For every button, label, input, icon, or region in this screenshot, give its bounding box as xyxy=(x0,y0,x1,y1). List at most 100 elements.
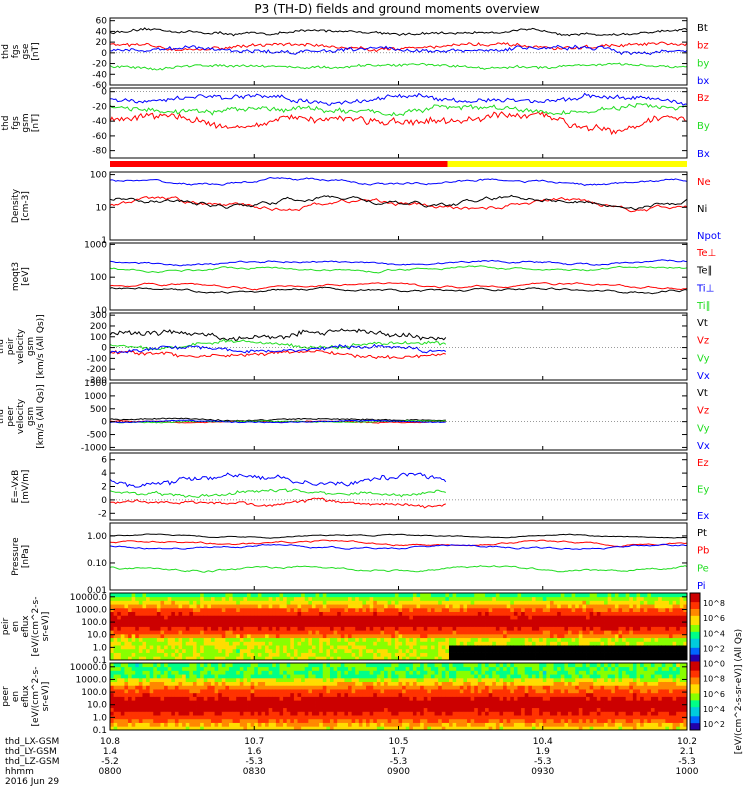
spectrogram-cell xyxy=(120,622,125,627)
spectrogram-cell xyxy=(632,596,637,601)
spectrogram-cell xyxy=(394,622,399,627)
spectrogram-cell xyxy=(110,666,115,671)
spectrogram-cell xyxy=(632,607,637,613)
spectrogram-cell xyxy=(366,677,371,683)
spectrogram-cell xyxy=(582,656,587,661)
spectrogram-cell xyxy=(402,703,407,709)
spectrogram-cell xyxy=(178,641,183,646)
spectrogram-cell xyxy=(275,715,280,720)
spectrogram-cell xyxy=(301,677,306,683)
spectrogram-cell xyxy=(120,663,125,668)
spectrogram-cell xyxy=(394,611,399,616)
spectrogram-cell xyxy=(340,663,345,668)
spectrogram-cell xyxy=(409,630,414,635)
spectrogram-cell xyxy=(600,615,605,620)
spectrogram-cell xyxy=(412,711,417,716)
spectrogram-cell xyxy=(658,645,663,650)
spectrogram-cell xyxy=(340,685,345,690)
spectrogram-cell xyxy=(164,611,169,616)
spectrogram-cell xyxy=(247,626,252,631)
spectrogram-cell xyxy=(178,626,183,631)
spectrogram-cell xyxy=(337,593,342,598)
spectrogram-cell xyxy=(434,715,439,720)
spectrogram-cell xyxy=(174,707,179,712)
spectrogram-cell xyxy=(542,645,547,650)
spectrogram-cell xyxy=(138,652,143,657)
spectrogram-cell xyxy=(640,626,645,631)
spectrogram-cell xyxy=(650,611,655,616)
spectrogram-cell xyxy=(326,670,331,675)
spectrogram-cell xyxy=(481,607,486,613)
spectrogram-cell xyxy=(200,696,205,701)
spectrogram-cell xyxy=(257,596,262,601)
spectrogram-cell xyxy=(279,689,284,694)
spectrogram-cell xyxy=(528,596,533,601)
spectrogram-cell xyxy=(301,645,306,650)
series-line-Vt xyxy=(109,328,447,342)
spectrogram-cell xyxy=(495,611,500,616)
spectrogram-cell xyxy=(456,656,461,661)
y-tick-label: 100 xyxy=(90,333,107,343)
spectrogram-cell xyxy=(683,619,688,624)
spectrogram-cell xyxy=(344,685,349,690)
spectrogram-cell xyxy=(672,596,677,601)
spectrogram-cell xyxy=(135,674,140,679)
spectrogram-cell xyxy=(355,604,360,609)
spectrogram-cell xyxy=(207,715,212,720)
spectrogram-cell xyxy=(174,626,179,631)
spectrogram-cell xyxy=(380,689,385,694)
spectrogram-cell xyxy=(254,645,259,650)
spectrogram-cell xyxy=(654,604,659,609)
spectrogram-cell xyxy=(261,607,266,613)
spectrogram-cell xyxy=(412,718,417,723)
spectrogram-cell xyxy=(567,648,572,653)
spectrogram-cell xyxy=(218,607,223,613)
spectrogram-cell xyxy=(369,630,374,635)
spectrogram-cell xyxy=(452,637,457,642)
spectrogram-cell xyxy=(394,681,399,686)
spectrogram-cell xyxy=(521,600,526,605)
spectrogram-cell xyxy=(283,633,288,639)
spectrogram-cell xyxy=(221,715,226,720)
spectrogram-cell xyxy=(625,596,630,601)
spectrogram-cell xyxy=(250,666,255,671)
spectrogram-cell xyxy=(128,726,133,731)
spectrogram-cell xyxy=(203,600,208,605)
spectrogram-cell xyxy=(557,619,562,624)
spectrogram-cell xyxy=(189,685,194,690)
spectrogram-cell xyxy=(142,626,147,631)
spectrogram-cell xyxy=(279,600,284,605)
spectrogram-cell xyxy=(196,703,201,709)
spectrogram-cell xyxy=(398,689,403,694)
spectrogram-cell xyxy=(153,645,158,650)
spectrogram-cell xyxy=(272,689,277,694)
spectrogram-cell xyxy=(275,670,280,675)
spectrogram-cell xyxy=(236,648,241,653)
spectrogram-cell xyxy=(171,596,176,601)
spectrogram-cell xyxy=(376,711,381,716)
spectrogram-cell xyxy=(384,622,389,627)
spectrogram-cell xyxy=(629,615,634,620)
spectrogram-cell xyxy=(283,645,288,650)
spectrogram-cell xyxy=(402,622,407,627)
spectrogram-cell xyxy=(344,656,349,661)
spectrogram-cell xyxy=(156,600,161,605)
spectrogram-cell xyxy=(582,615,587,620)
spectrogram-cell xyxy=(427,696,432,701)
spectrogram-cell xyxy=(380,619,385,624)
spectrogram-cell xyxy=(138,648,143,653)
spectrogram-cell xyxy=(459,604,464,609)
spectrogram-cell xyxy=(146,615,151,620)
spectrogram-cell xyxy=(196,718,201,723)
spectrogram-cell xyxy=(391,681,396,686)
spectrogram-cell xyxy=(221,648,226,653)
spectrogram-cell xyxy=(229,600,234,605)
spectrogram-cell xyxy=(214,622,219,627)
spectrogram-cell xyxy=(326,700,331,705)
spectrogram-cell xyxy=(319,722,324,727)
spectrogram-cell xyxy=(477,593,482,598)
y-tick-label: 10000.0 xyxy=(70,593,107,603)
spectrogram-cell xyxy=(247,607,252,613)
spectrogram-cell xyxy=(384,596,389,601)
spectrogram-cell xyxy=(257,615,262,620)
